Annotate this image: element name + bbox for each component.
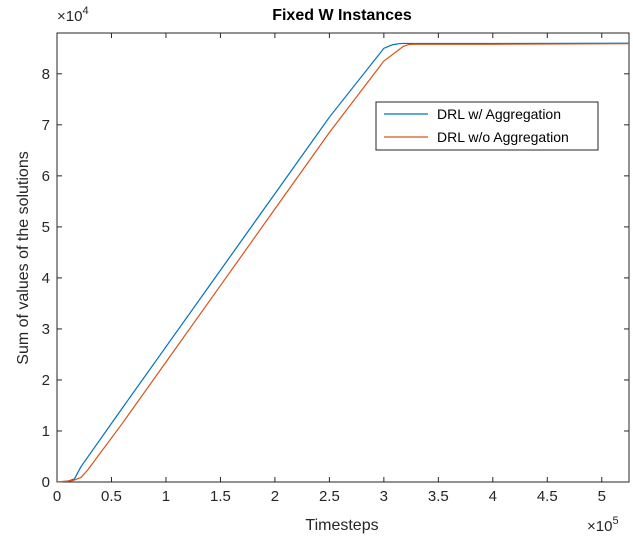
y-tick-label: 7	[42, 117, 50, 134]
x-axis-multiplier: ×105	[587, 515, 619, 535]
x-tick-label: 3.5	[428, 488, 449, 505]
x-tick-label: 2	[271, 488, 279, 505]
y-tick-label: 6	[42, 168, 50, 185]
legend: DRL w/ Aggregation DRL w/o Aggregation	[375, 101, 599, 151]
series-line-1	[56, 42, 630, 483]
y-tick-label: 5	[42, 219, 50, 236]
legend-box	[375, 101, 599, 151]
x-tick-label: 1	[162, 488, 170, 505]
x-tick-label: 0.5	[101, 488, 122, 505]
legend-label-series-2: DRL w/o Aggregation	[437, 129, 569, 145]
plot-area: 0 0.5 1 1.5 2 2.5 3 3.5 4 4.5 5 0 1 2 3 4 5 6 7 8	[42, 32, 630, 505]
y-tick-label: 4	[42, 270, 50, 287]
chart-title: Fixed W Instances	[272, 7, 412, 24]
y-tick-label: 3	[42, 321, 50, 338]
x-tick-label: 4.5	[537, 488, 558, 505]
y-axis-label: Sum of values of the solutions	[15, 151, 32, 364]
x-multiplier-exponent: 5	[612, 515, 618, 527]
legend-label-series-1: DRL w/ Aggregation	[437, 106, 561, 122]
y-tick-label: 1	[42, 423, 50, 440]
x-tick-label: 5	[598, 488, 606, 505]
y-tick-label: 2	[42, 372, 50, 389]
x-tick-label: 4	[489, 488, 497, 505]
y-axis-multiplier: ×104	[57, 5, 89, 25]
x-axis-label: Timesteps	[305, 517, 378, 534]
x-multiplier-base: ×10	[587, 518, 612, 535]
x-tick-label: 0	[53, 488, 61, 505]
x-tick-label: 3	[380, 488, 388, 505]
series-line-2	[56, 43, 630, 483]
y-multiplier-exponent: 4	[82, 5, 88, 17]
y-multiplier-base: ×10	[57, 8, 82, 25]
y-tick-label: 8	[42, 66, 50, 83]
x-tick-label: 1.5	[210, 488, 231, 505]
x-tick-label: 2.5	[319, 488, 340, 505]
y-tick-label: 0	[42, 474, 50, 491]
plot-frame	[56, 32, 630, 483]
